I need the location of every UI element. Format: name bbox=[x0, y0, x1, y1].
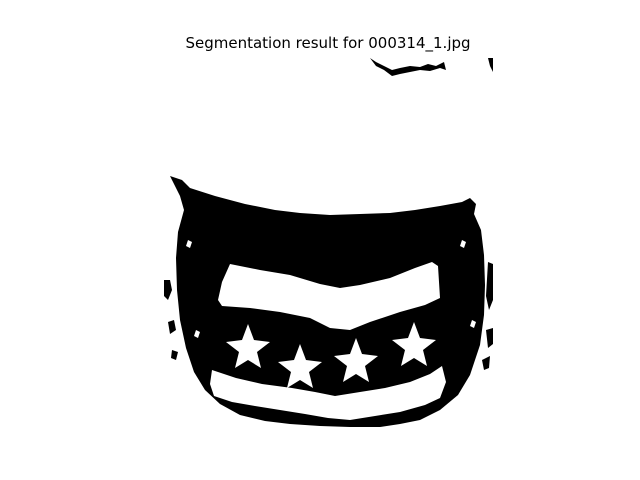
mask-star-4 bbox=[392, 322, 436, 366]
mask-upper-band bbox=[218, 262, 440, 330]
mask-star-1 bbox=[226, 324, 270, 368]
mask-star-3 bbox=[334, 338, 378, 382]
mask-right-speckles bbox=[482, 262, 493, 370]
mask-star-2 bbox=[278, 344, 322, 388]
mask-left-speckles bbox=[164, 280, 178, 360]
mask-top-right-fragment bbox=[488, 58, 493, 72]
figure-title: Segmentation result for 000314_1.jpg bbox=[185, 34, 471, 52]
mask-lower-band bbox=[210, 366, 446, 420]
mask-top-fragment bbox=[370, 58, 446, 76]
